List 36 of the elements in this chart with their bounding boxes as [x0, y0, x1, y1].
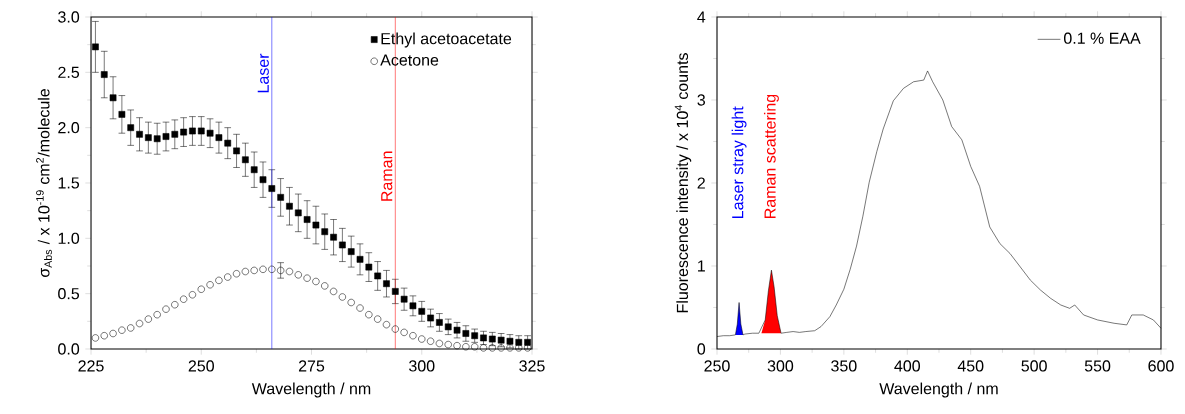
x-tick-label: 450 — [957, 360, 984, 372]
x-tick-label: 250 — [188, 360, 214, 372]
y-axis-title: σ$_{Abs}$ / x 10$^{-19}$ cm$^{2}$/molecule — [36, 89, 52, 278]
x-tick-label: 600 — [1148, 360, 1174, 372]
y-tick-label: 3.0 — [58, 11, 80, 23]
ref-line-label: Raman — [381, 151, 393, 201]
x-tick-label: 350 — [831, 360, 857, 372]
y-tick-label: 4 — [697, 11, 706, 23]
x-tick-label: 325 — [519, 360, 545, 372]
text: Raman scattering — [763, 94, 779, 218]
y-tick-label: 1.0 — [58, 232, 80, 244]
x-tick-label: 400 — [894, 360, 921, 372]
ref-line-label: Laser — [257, 53, 269, 93]
y-tick-label: 3 — [697, 94, 706, 106]
y-tick-label: 2 — [697, 177, 705, 189]
x-tick-label: 300 — [767, 360, 794, 372]
y-tick-label: 1.5 — [58, 177, 80, 189]
x-axis-title: Wavelength / nm — [879, 382, 998, 398]
y-tick-label: 1 — [698, 260, 705, 272]
legend-label: 0.1 % EAA — [1063, 32, 1141, 44]
x-tick-label: 550 — [1084, 360, 1111, 372]
y-tick-label: 0.5 — [58, 288, 80, 300]
y-tick-label: 0 — [697, 343, 706, 355]
legend-label: Acetone — [380, 54, 439, 66]
legend-label: Ethyl acetoacetate — [381, 32, 512, 48]
x-tick-label: 300 — [409, 360, 435, 372]
y-tick-label: 0.0 — [58, 343, 80, 355]
x-tick-label: 225 — [78, 360, 104, 372]
y-tick-label: 2.5 — [58, 66, 80, 78]
x-tick-label: 250 — [704, 360, 730, 372]
text: Laser stray light — [731, 106, 747, 218]
y-axis-title: Fluorescence intensity / x 10$^{4}$ counts — [674, 53, 692, 313]
y-tick-label: 2.0 — [58, 122, 80, 134]
x-tick-label: 275 — [298, 360, 325, 372]
x-tick-label: 500 — [1021, 360, 1047, 372]
x-axis-title: Wavelength / nm — [251, 382, 371, 398]
